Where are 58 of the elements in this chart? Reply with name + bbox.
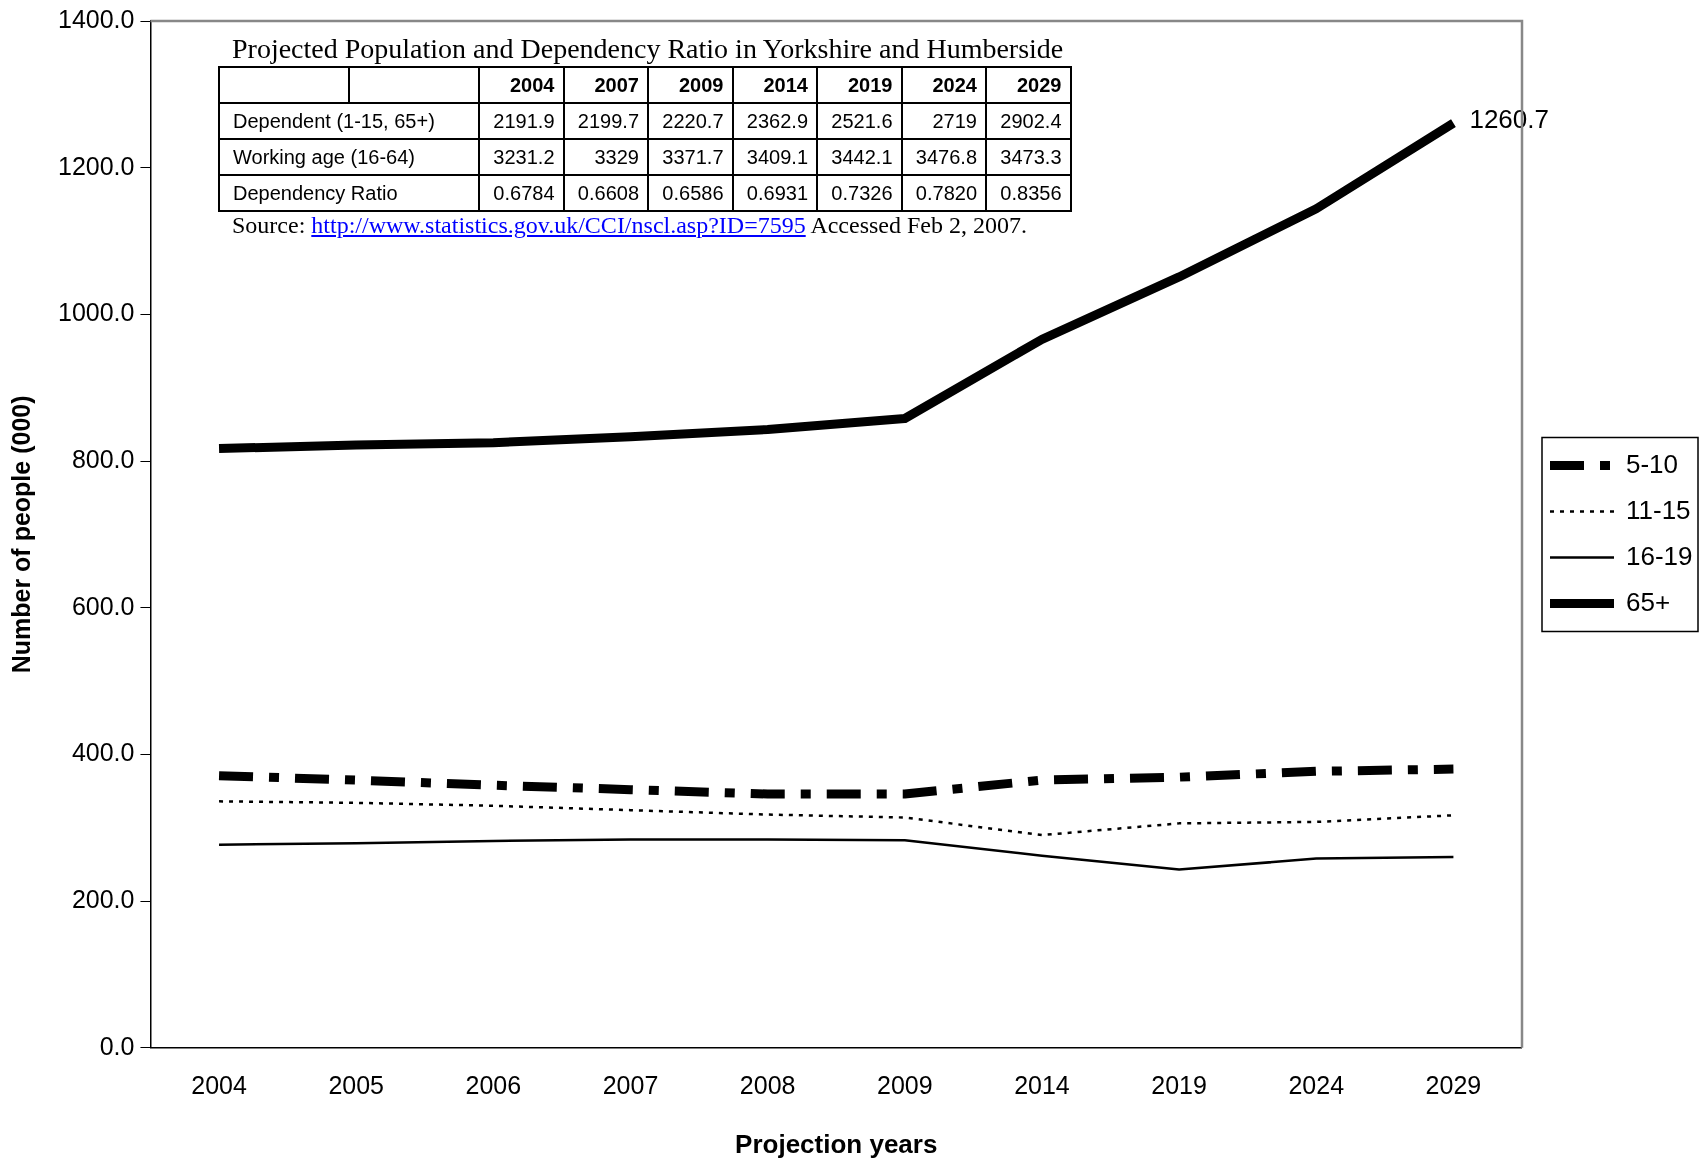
data-label: 0.6931	[732, 175, 817, 211]
data-label: 2902.4	[986, 103, 1071, 139]
x-tick-label: 2008	[739, 1070, 796, 1099]
y-tick-label: 400.0	[71, 738, 135, 767]
legend-label: 5-10	[1626, 448, 1679, 479]
y-tick-label: Dependency Ratio	[219, 175, 479, 211]
legend-label: 11-15	[1626, 494, 1691, 525]
y-tick-label: 0.0	[99, 1031, 135, 1060]
x-tick-label: 2014	[732, 67, 817, 103]
data-label: 0.6608	[563, 175, 648, 211]
data-label: 0.6586	[648, 175, 733, 211]
y-tick-label: 800.0	[71, 444, 135, 473]
data-label: 2191.9	[479, 103, 564, 139]
data-label: 2521.6	[817, 103, 902, 139]
x-axis-title: Projection years	[735, 1128, 938, 1159]
x-tick-label: 2014	[1014, 1070, 1070, 1099]
y-tick-label: 1200.0	[58, 151, 135, 180]
data-label: 0.6784	[479, 175, 564, 211]
annotation: Source: http://www.statistics.gov.uk/CCI/nscl.asp?ID=7595 Accessed Feb 2, 2007.	[232, 212, 1028, 239]
y-tick-label: 1400.0	[58, 4, 135, 33]
x-tick-label: 2007	[602, 1070, 659, 1099]
y-tick-label: 200.0	[71, 885, 135, 913]
data-label: 1260.7	[1469, 104, 1549, 135]
x-tick-label: 2004	[479, 67, 564, 103]
y-tick-label: 600.0	[71, 591, 135, 620]
data-label: 0.8356	[986, 175, 1071, 211]
data-label: 2362.9	[732, 103, 817, 139]
y-axis-title: Number of people (000)	[6, 395, 35, 674]
data-label: 2220.7	[648, 103, 733, 139]
x-tick-label: 2019	[817, 67, 902, 103]
x-tick-label: 2005	[328, 1070, 385, 1099]
legend-label: 65+	[1626, 586, 1671, 617]
data-label: 3442.1	[817, 139, 902, 175]
x-tick-label: 2024	[1288, 1070, 1345, 1099]
x-tick-label: 2006	[465, 1070, 522, 1099]
x-tick-label: 2007	[563, 67, 648, 103]
x-tick-label: 2004	[191, 1070, 247, 1099]
x-tick-label: 2009	[648, 67, 733, 103]
data-label: 3231.2	[479, 139, 564, 175]
data-label: 3473.3	[986, 139, 1071, 175]
chart-title: Projected Population and Dependency Ratio in Yorkshire and Humberside	[232, 32, 1065, 66]
data-label: 2719	[901, 103, 986, 139]
data-label: 0.7326	[817, 175, 902, 211]
data-label: 3329	[563, 139, 648, 175]
data-label: 0.7820	[901, 175, 986, 211]
y-tick-label: Dependent (1-15, 65+)	[219, 103, 479, 139]
y-tick-label: 1000.0	[58, 298, 135, 327]
x-tick-label: 2009	[877, 1070, 933, 1099]
x-tick-label: 2019	[1151, 1070, 1207, 1099]
legend-label: 16-19	[1626, 540, 1693, 571]
x-tick-label: 2029	[986, 67, 1071, 103]
x-tick-label: 2029	[1425, 1070, 1482, 1099]
y-tick-label: Working age (16-64)	[219, 139, 479, 175]
data-label: 2199.7	[563, 103, 648, 139]
data-label: 3476.8	[901, 139, 986, 175]
data-label: 3371.7	[648, 139, 733, 175]
data-label: 3409.1	[732, 139, 817, 175]
x-tick-label: 2024	[901, 67, 986, 103]
